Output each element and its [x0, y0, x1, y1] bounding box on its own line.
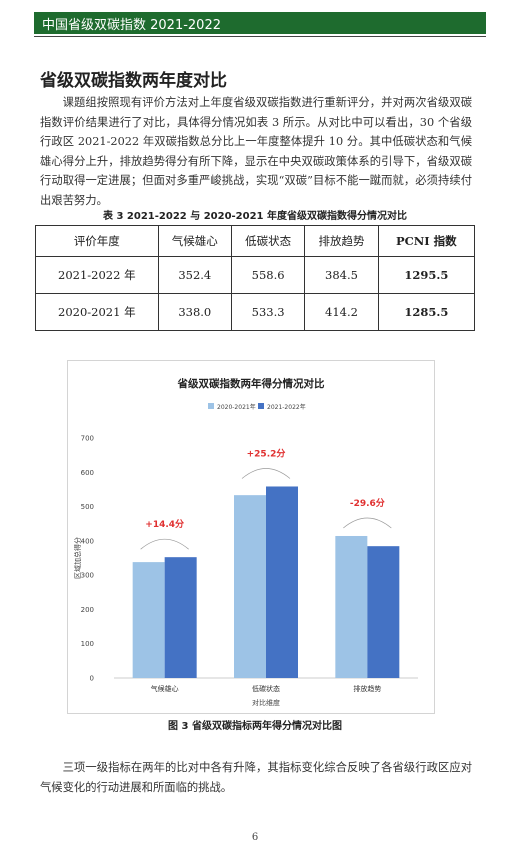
table-cell: 414.2 [304, 293, 379, 331]
section-title: 省级双碳指数两年度对比 [40, 71, 227, 91]
x-tick-label: 低碳状态 [252, 684, 280, 693]
y-tick-label: 100 [81, 640, 94, 648]
change-annotation: -29.6分 [350, 497, 385, 509]
page-number: 6 [251, 832, 259, 843]
change-annotation: +14.4分 [145, 518, 184, 530]
table-header-cell: 低碳状态 [230, 225, 306, 257]
running-header: 中国省级双碳指数 2021-2022 [42, 18, 221, 33]
paragraph-intro: 课题组按照现有评价方法对上年度省级双碳指数进行重新评分，并对两次省级双碳指数评价… [40, 96, 472, 207]
y-tick-label: 700 [81, 435, 94, 443]
y-tick-label: 200 [81, 606, 94, 614]
bar [132, 562, 165, 678]
table-cell: 384.5 [304, 256, 379, 294]
change-arc [140, 538, 189, 550]
table-cell: 2021-2022 年 [35, 256, 159, 294]
change-annotation: +25.2分 [247, 447, 286, 459]
table-cell: 558.6 [230, 256, 306, 294]
x-tick-label: 排放趋势 [353, 684, 381, 693]
change-arc [241, 468, 291, 479]
table-header-cell: 评价年度 [35, 225, 159, 257]
table-caption: 表 3 2021-2022 与 2020-2021 年度省级双碳指数得分情况对比 [103, 211, 407, 222]
change-arc [343, 517, 392, 529]
table-cell: 352.4 [157, 256, 232, 294]
y-tick-label: 300 [81, 572, 94, 580]
y-tick-label: 400 [81, 537, 94, 545]
table-cell: 338.0 [157, 293, 232, 331]
table-header-cell: PCNI 指数 [377, 225, 476, 257]
header-bar [34, 12, 486, 34]
table-header-cell: 气候雄心 [157, 225, 232, 257]
table-header-row: 评价年度 气候雄心 低碳状态 排放趋势 PCNI 指数 [35, 225, 476, 257]
x-axis-label: 对比维度 [252, 698, 280, 707]
y-axis-label: 区域加总得分 [73, 537, 82, 579]
header-divider [34, 36, 486, 37]
y-tick-label: 600 [81, 469, 94, 477]
table-cell: 533.3 [230, 293, 306, 331]
x-tick-label: 气候雄心 [151, 684, 179, 693]
legend-swatch [258, 403, 264, 409]
bar [367, 546, 400, 678]
y-tick-label: 0 [90, 675, 94, 683]
y-tick-label: 500 [81, 503, 94, 511]
bar [234, 495, 266, 678]
table-cell: 2020-2021 年 [35, 293, 159, 331]
bar [164, 557, 197, 678]
table-row: 2021-2022 年 352.4 558.6 384.5 1295.5 [35, 256, 476, 294]
bar-chart: 省级双碳指数两年得分情况对比 2020-2021年 2021-2022年 0 100 20… [73, 377, 418, 707]
chart-title: 省级双碳指数两年得分情况对比 [177, 377, 325, 390]
score-table: 评价年度 气候雄心 低碳状态 排放趋势 PCNI 指数 2021-2022 年 … [35, 225, 476, 331]
table-header-cell: 排放趋势 [304, 225, 379, 257]
figure-caption: 图 3 省级双碳指标两年得分情况对比图 [168, 721, 342, 732]
table-cell: 1295.5 [377, 256, 476, 294]
chart-panel: 省级双碳指数两年得分情况对比 2020-2021年 2021-2022年 0 100 20… [67, 360, 435, 714]
table-row: 2020-2021 年 338.0 533.3 414.2 1285.5 [35, 293, 476, 331]
legend-label: 2020-2021年 [217, 403, 256, 411]
legend-label: 2021-2022年 [267, 403, 306, 411]
bar [266, 486, 298, 678]
paragraph-summary: 三项一级指标在两年的比对中各有升降，其指标变化综合反映了各省级行政区应对气候变化… [40, 761, 472, 794]
legend-swatch [208, 403, 214, 409]
bar [335, 535, 368, 678]
table-cell: 1285.5 [377, 293, 476, 331]
